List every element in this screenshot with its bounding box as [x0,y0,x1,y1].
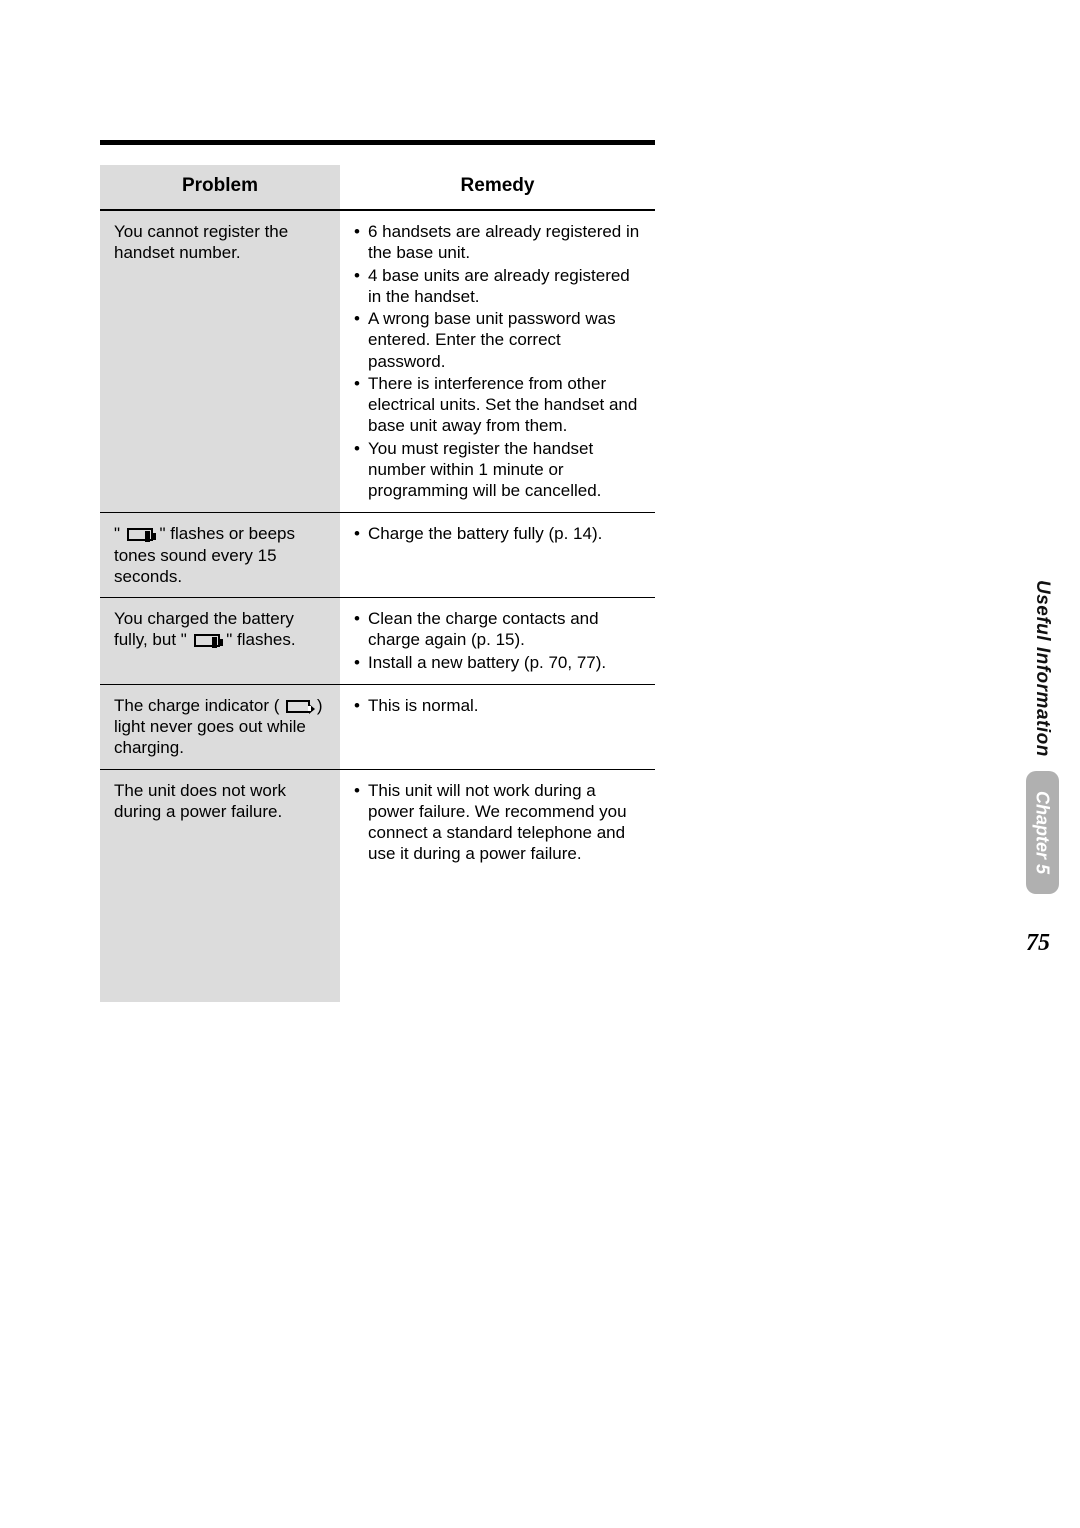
troubleshooting-table: Problem Remedy You cannot register the h… [100,165,655,1002]
table-row: " " flashes or beeps tones sound every 1… [100,513,655,598]
remedy-item: There is interference from other electri… [354,373,641,437]
table-row: You charged the battery fully, but " " f… [100,598,655,685]
remedy-item: Install a new battery (p. 70, 77). [354,652,641,673]
remedy-item: You must register the handset number wit… [354,438,641,502]
remedy-item: 6 handsets are already registered in the… [354,221,641,264]
remedy-cell: This unit will not work during a power f… [340,769,655,1002]
remedy-item: Clean the charge contacts and charge aga… [354,608,641,651]
remedy-item: A wrong base unit password was entered. … [354,308,641,372]
table-row: The charge indicator ( ) light never goe… [100,684,655,769]
remedy-item: 4 base units are already registered in t… [354,265,641,308]
problem-cell: The unit does not work during a power fa… [100,769,340,1002]
table-row: The unit does not work during a power fa… [100,769,655,1002]
problem-cell: You cannot register the handset number. [100,210,340,513]
problem-text-prefix: " [114,524,125,543]
problem-text: You cannot register the handset number. [114,222,288,262]
remedy-list: 6 handsets are already registered in the… [354,221,641,501]
table-row: You cannot register the handset number. … [100,210,655,513]
section-label: Useful Information [1031,580,1053,757]
side-tab: Useful Information Chapter 5 [1022,580,1062,894]
problem-cell: You charged the battery fully, but " " f… [100,598,340,685]
remedy-cell: Clean the charge contacts and charge aga… [340,598,655,685]
chapter-tab: Chapter 5 [1026,771,1059,894]
table-header-row: Problem Remedy [100,165,655,210]
remedy-list: This unit will not work during a power f… [354,780,641,865]
problem-text-suffix: " flashes. [222,630,296,649]
remedy-list: This is normal. [354,695,641,716]
remedy-cell: Charge the battery fully (p. 14). [340,513,655,598]
battery-low-icon [194,634,220,647]
remedy-list: Charge the battery fully (p. 14). [354,523,641,544]
remedy-cell: 6 handsets are already registered in the… [340,210,655,513]
remedy-item: This unit will not work during a power f… [354,780,641,865]
problem-cell: The charge indicator ( ) light never goe… [100,684,340,769]
remedy-list: Clean the charge contacts and charge aga… [354,608,641,673]
battery-low-icon [127,528,153,541]
problem-cell: " " flashes or beeps tones sound every 1… [100,513,340,598]
page-container: Problem Remedy You cannot register the h… [0,0,1080,1062]
top-rule [100,140,655,145]
remedy-item: This is normal. [354,695,641,716]
remedy-cell: This is normal. [340,684,655,769]
header-remedy: Remedy [340,165,655,210]
header-problem: Problem [100,165,340,210]
page-number: 75 [1026,930,1050,1012]
charge-indicator-icon [286,700,310,713]
problem-text: The unit does not work during a power fa… [114,781,286,821]
remedy-item: Charge the battery fully (p. 14). [354,523,641,544]
problem-text-prefix: The charge indicator ( [114,696,284,715]
